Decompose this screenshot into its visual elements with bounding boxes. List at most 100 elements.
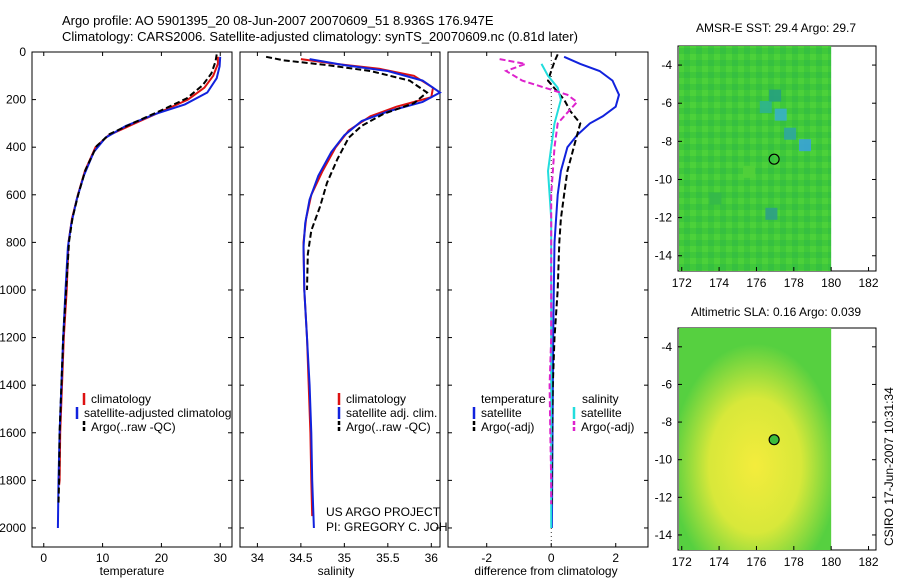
y-tick-label: -10: [655, 172, 673, 186]
credit-line1: US ARGO PROJECT: [326, 505, 441, 519]
y-tick-label: 1200: [0, 331, 26, 345]
x-tick-label: 180: [821, 555, 841, 569]
y-tick-label: -10: [655, 453, 673, 467]
x-tick-label: 20: [155, 551, 169, 565]
salinity-series: [265, 55, 442, 529]
difference-series: [499, 53, 621, 529]
temperature-panel: 0 200 400 600 800 1000 1200 1400 1600 1800 2000 0 1…: [0, 45, 233, 578]
y-tick-label: -14: [655, 528, 673, 542]
y-tick-label: 800: [6, 235, 26, 249]
y-tick-label: -12: [655, 211, 673, 225]
x-tick-label: -2: [481, 551, 492, 565]
y-tick-label: 1600: [0, 426, 26, 440]
sst-field: [679, 46, 832, 271]
legend-label-argo: Argo(..raw -QC): [346, 420, 431, 434]
x-tick-label: 178: [784, 276, 804, 290]
x-tick-label: 182: [859, 555, 879, 569]
series-line-satellite-adj-clim: [302, 58, 442, 529]
salinity-x-tick-labels: 34 34.5 35 35.5 36: [240, 51, 440, 565]
x-tick-label: 176: [746, 555, 766, 569]
legend-label-satellite: satellite adj. clim.: [346, 406, 437, 420]
x-tick-label: 174: [709, 276, 729, 290]
legend-label-temp-argo: Argo(-adj): [481, 420, 534, 434]
sst-profile-marker: [768, 153, 780, 165]
difference-x-tick-labels: -2 0 2: [448, 51, 648, 565]
x-tick-label: 10: [96, 551, 110, 565]
x-tick-label: 35: [338, 551, 352, 565]
y-tick-label: -14: [655, 249, 673, 263]
x-tick-label: 34: [251, 551, 265, 565]
y-tick-label: -8: [661, 134, 672, 148]
figure-title-line2: Climatology: CARS2006. Satellite-adjuste…: [62, 29, 578, 44]
temperature-x-tick-labels: 0 10 20 30: [32, 51, 232, 565]
difference-legend: temperature salinity satellite Argo(-adj…: [472, 392, 634, 434]
legend-label-sal-satellite: satellite: [581, 406, 622, 420]
credit-line2: PI: GREGORY C. JOHNSON: [326, 520, 482, 534]
panel-gap: [234, 390, 240, 440]
sst-map-title: AMSR-E SST: 29.4 Argo: 29.7: [696, 21, 856, 35]
legend-header-salinity: salinity: [582, 392, 619, 406]
series-line-salinity-argo-adj: [499, 58, 579, 505]
y-tick-label: -6: [661, 377, 672, 391]
legend-label-satellite: satellite-adjusted climatolog: [84, 406, 231, 420]
x-tick-label: 34.5: [289, 551, 313, 565]
temperature-series: [56, 54, 222, 529]
x-tick-label: 178: [784, 555, 804, 569]
series-line-argo-raw-qc: [57, 54, 218, 505]
figure-title-line1: Argo profile: AO 5901395_20 08-Jun-2007 …: [62, 13, 494, 28]
x-tick-label: 2: [612, 551, 619, 565]
x-tick-label: 182: [859, 276, 879, 290]
x-tick-label: 36: [425, 551, 439, 565]
x-tick-label: 0: [40, 551, 47, 565]
sst-warm-cell: [709, 192, 722, 205]
difference-x-label: difference from climatology: [474, 564, 617, 578]
sla-map-title: Altimetric SLA: 0.16 Argo: 0.039: [691, 305, 861, 319]
legend-header-temperature: temperature: [481, 392, 546, 406]
y-tick-label: -8: [661, 415, 672, 429]
y-tick-label: -4: [661, 58, 672, 72]
series-line-temperature-argo-adj: [546, 53, 582, 505]
sst-warm-cell: [765, 207, 778, 220]
sla-y-tick-labels: -4 -6 -8 -10 -12 -14: [655, 340, 876, 542]
sla-profile-marker: [768, 434, 780, 446]
sst-x-tick-labels: 172 174 176 178 180 182: [672, 267, 879, 290]
y-tick-label: 0: [19, 45, 26, 59]
sst-y-tick-labels: -4 -6 -8 -10 -12 -14: [655, 58, 876, 263]
y-tick-label: -12: [655, 490, 673, 504]
legend-label-climatology: climatology: [91, 392, 151, 406]
x-tick-label: 172: [672, 555, 692, 569]
sst-warm-cell: [759, 101, 772, 114]
legend-label-argo: Argo(..raw -QC): [91, 420, 176, 434]
sst-warm-cell: [784, 127, 797, 140]
side-timestamp: CSIRO 17-Jun-2007 10:31:34: [882, 387, 896, 546]
y-tick-label: 2000: [0, 521, 26, 535]
sla-map-panel: Altimetric SLA: 0.16 Argo: 0.039 -4-6-8-…: [655, 305, 879, 569]
difference-axes-frame: [447, 51, 649, 548]
y-tick-label: 600: [6, 188, 26, 202]
temperature-axes-frame: [31, 51, 233, 548]
sst-warm-cell: [799, 139, 812, 152]
sst-features: [709, 89, 812, 220]
sst-warm-cell: [769, 89, 782, 102]
salinity-panel: 34 34.5 35 35.5 36 salinity climatology sate…: [239, 51, 482, 578]
legend-label-climatology: climatology: [346, 392, 406, 406]
sst-warm-cell: [742, 165, 755, 178]
y-tick-label: 400: [6, 140, 26, 154]
salinity-x-label: salinity: [318, 564, 355, 578]
temperature-legend: climatology satellite-adjusted climatolo…: [75, 392, 231, 434]
salinity-axes-frame: [239, 51, 441, 548]
sla-field: [679, 328, 832, 550]
x-tick-label: 172: [672, 276, 692, 290]
x-tick-label: 174: [709, 555, 729, 569]
x-tick-label: 35.5: [376, 551, 400, 565]
temperature-y-tick-labels: 0 200 400 600 800 1000 1200 1400 1600 1800 2000: [0, 45, 26, 535]
y-tick-label: 1800: [0, 473, 26, 487]
legend-label-temp-satellite: satellite: [481, 406, 522, 420]
salinity-legend: climatology satellite adj. clim. Argo(..…: [337, 392, 437, 434]
y-tick-label: -4: [661, 340, 672, 354]
sla-x-tick-labels: 172 174 176 178 180 182: [672, 546, 879, 569]
y-tick-label: -6: [661, 96, 672, 110]
sst-warm-cell: [774, 108, 787, 121]
temperature-x-label: temperature: [100, 564, 165, 578]
